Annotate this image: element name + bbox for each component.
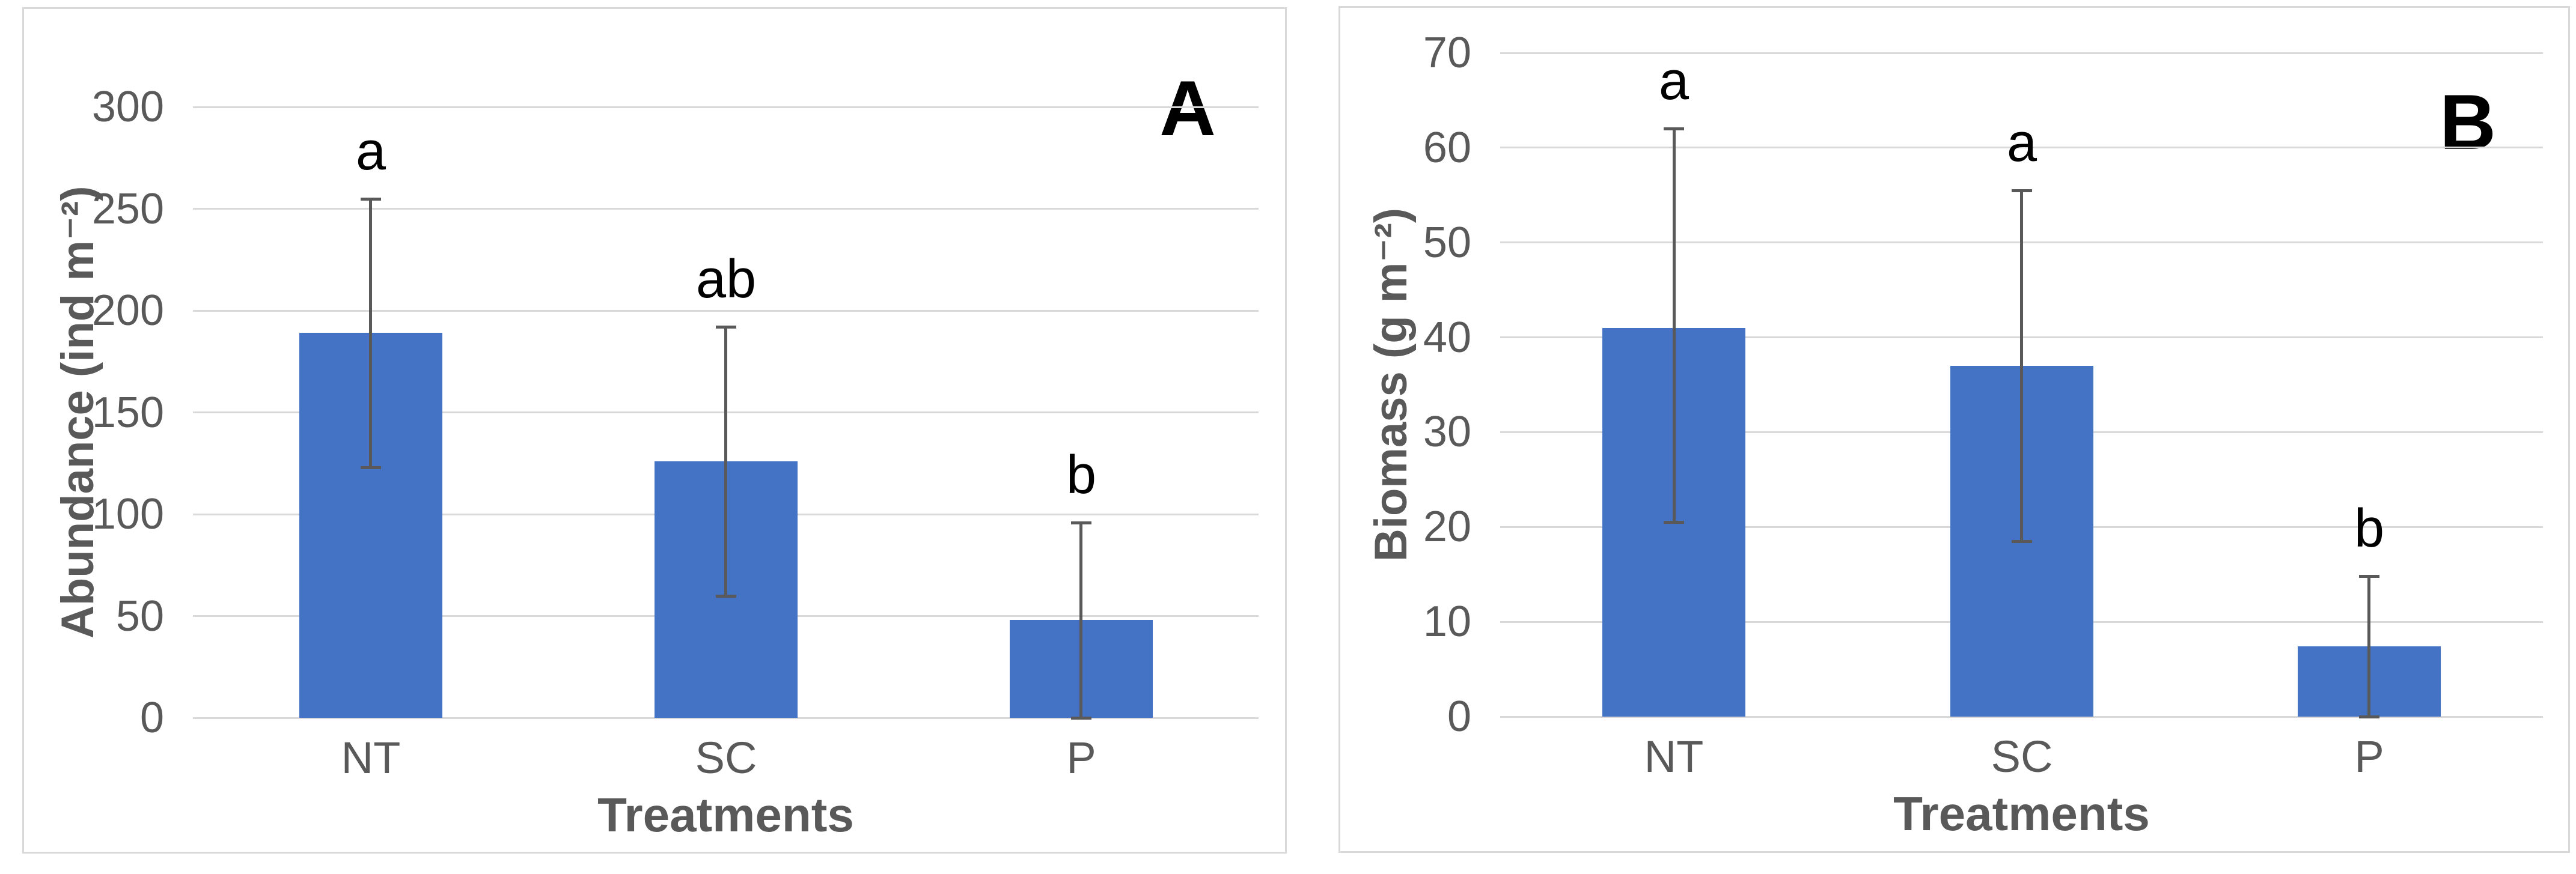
y-tick-label-200: 200: [91, 287, 164, 335]
y-tick-label-20: 20: [1423, 503, 1471, 551]
x-tick-label-SC: SC: [1991, 732, 2053, 781]
y-tick-label-60: 60: [1423, 124, 1471, 172]
error-bar-P: [1079, 523, 1082, 718]
error-cap-bottom-P: [2359, 715, 2379, 718]
x-tick-label-P: P: [1066, 733, 1096, 783]
y-tick-label-30: 30: [1423, 408, 1471, 456]
error-cap-bottom-P: [1071, 717, 1091, 720]
gridline-y-0: [193, 717, 1259, 719]
error-cap-top-NT: [1664, 127, 1684, 130]
x-axis-title-b: Treatments: [1893, 787, 2150, 840]
y-tick-label-50: 50: [115, 592, 164, 640]
significance-letter-SC: a: [2006, 113, 2037, 173]
error-bar-SC: [724, 327, 727, 595]
panel-label-b: B: [2440, 78, 2496, 166]
y-tick-label-100: 100: [91, 490, 164, 538]
significance-letter-P: b: [1066, 445, 1097, 505]
significance-letter-SC: ab: [695, 249, 757, 309]
y-tick-label-0: 0: [1447, 693, 1471, 741]
gridline-y-200: [193, 310, 1259, 312]
error-cap-bottom-SC: [2012, 540, 2032, 543]
error-bar-NT: [369, 199, 372, 467]
error-cap-bottom-NT: [361, 466, 381, 469]
gridline-y-0: [1500, 716, 2543, 718]
x-tick-label-SC: SC: [695, 733, 757, 783]
error-bar-P: [2367, 576, 2370, 717]
x-axis-title-a: Treatments: [597, 788, 854, 842]
error-cap-bottom-SC: [716, 595, 736, 598]
x-tick-label-NT: NT: [341, 733, 401, 783]
error-cap-top-P: [1071, 521, 1091, 524]
chart-panel-b: B Biomass (g m⁻²) Treatments 0 10 20 30 40 50…: [1338, 6, 2570, 853]
x-tick-label-NT: NT: [1644, 732, 1704, 781]
error-cap-top-SC: [2012, 189, 2032, 192]
error-cap-top-P: [2359, 575, 2379, 578]
significance-letter-P: b: [2354, 499, 2385, 559]
significance-letter-NT: a: [1658, 51, 1689, 111]
y-tick-label-10: 10: [1423, 598, 1471, 646]
panel-label-a: A: [1159, 64, 1216, 152]
y-tick-label-70: 70: [1423, 29, 1471, 77]
x-tick-label-P: P: [2354, 732, 2384, 781]
gridline-y-60: [1500, 147, 2543, 148]
error-cap-bottom-NT: [1664, 521, 1684, 524]
chart-panel-a: A Abundance (ind m⁻²) Treatments 0 50 100 1…: [22, 7, 1287, 854]
gridline-y-250: [193, 208, 1259, 210]
y-tick-label-50: 50: [1423, 219, 1471, 267]
y-tick-label-250: 250: [91, 185, 164, 233]
error-cap-top-SC: [716, 326, 736, 329]
y-tick-label-150: 150: [91, 389, 164, 437]
gridline-y-300: [193, 106, 1259, 108]
error-bar-NT: [1673, 129, 1676, 522]
significance-letter-NT: a: [355, 121, 386, 181]
y-tick-label-300: 300: [91, 83, 164, 131]
error-cap-top-NT: [361, 198, 381, 201]
error-bar-SC: [2020, 190, 2023, 541]
y-tick-label-40: 40: [1423, 314, 1471, 362]
gridline-y-70: [1500, 52, 2543, 54]
y-tick-label-0: 0: [139, 694, 164, 742]
